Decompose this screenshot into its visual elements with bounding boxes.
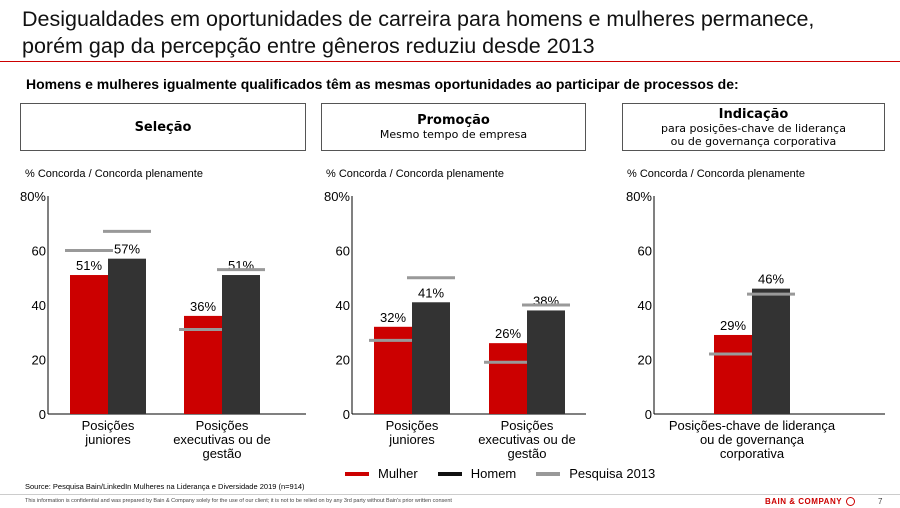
category-label-indicacao-0: ou de governança bbox=[700, 432, 805, 447]
y-tick-label-promocao: 80% bbox=[324, 189, 350, 204]
title-divider bbox=[0, 61, 900, 62]
bar-homem-indicacao-0 bbox=[752, 288, 790, 414]
footer-divider bbox=[0, 494, 900, 495]
y-tick-label-promocao: 40 bbox=[336, 298, 350, 313]
category-label-promocao-1: gestão bbox=[507, 446, 546, 461]
y-axis-label-promocao: % Concorda / Concorda plenamente bbox=[326, 168, 504, 180]
y-axis-label-selecao: % Concorda / Concorda plenamente bbox=[25, 168, 203, 180]
bar-homem-selecao-1 bbox=[222, 275, 260, 414]
data-label-homem-promocao-0: 41% bbox=[418, 285, 444, 300]
brand-mark-icon bbox=[846, 497, 856, 506]
y-tick-label-indicacao: 20 bbox=[638, 353, 652, 368]
category-label-indicacao-0: corporativa bbox=[720, 446, 785, 461]
category-label-selecao-1: executivas ou de bbox=[173, 432, 271, 447]
y-tick-label-promocao: 0 bbox=[343, 407, 350, 422]
y-tick-label-indicacao: 80% bbox=[626, 189, 652, 204]
title-line-1: Desigualdades em oportunidades de carrei… bbox=[22, 7, 815, 31]
panel-box-promocao: Promoção Mesmo tempo de empresa bbox=[321, 103, 586, 151]
data-label-mulher-promocao-1: 26% bbox=[495, 326, 521, 341]
bar-mulher-promocao-1 bbox=[489, 343, 527, 414]
data-label-homem-selecao-0: 57% bbox=[114, 242, 140, 257]
page-subtitle: Homens e mulheres igualmente qualificado… bbox=[26, 76, 739, 92]
category-label-promocao-1: Posições bbox=[501, 418, 554, 433]
data-label-mulher-promocao-0: 32% bbox=[380, 310, 406, 325]
y-tick-label-selecao: 40 bbox=[32, 298, 46, 313]
category-label-selecao-0: Posições bbox=[82, 418, 135, 433]
y-axis-label-indicacao: % Concorda / Concorda plenamente bbox=[627, 168, 805, 180]
brand-logo: BAIN & COMPANY bbox=[765, 497, 856, 506]
y-tick-label-promocao: 60 bbox=[336, 244, 350, 259]
category-label-selecao-0: juniores bbox=[84, 432, 131, 447]
panel-title-selecao: Seleção bbox=[134, 119, 192, 135]
source-note: Source: Pesquisa Bain/LinkedIn Mulheres … bbox=[25, 482, 305, 491]
panel-subtitle-promocao: Mesmo tempo de empresa bbox=[379, 128, 528, 141]
panel-subtitle-indicacao: para posições-chave de liderança ou de g… bbox=[661, 121, 846, 148]
bar-mulher-indicacao-0 bbox=[714, 334, 752, 414]
category-label-promocao-0: Posições bbox=[386, 418, 439, 433]
y-tick-label-indicacao: 0 bbox=[645, 407, 652, 422]
legend-swatch-homem bbox=[437, 471, 462, 476]
y-tick-label-selecao: 60 bbox=[32, 244, 46, 259]
brand-name: BAIN & COMPANY bbox=[765, 497, 843, 506]
panel-title-promocao: Promoção bbox=[417, 113, 490, 128]
panel-box-selecao: Seleção bbox=[20, 103, 306, 151]
y-tick-label-selecao: 20 bbox=[32, 353, 46, 368]
y-tick-label-promocao: 20 bbox=[336, 353, 350, 368]
y-tick-label-indicacao: 60 bbox=[638, 244, 652, 259]
category-label-promocao-1: executivas ou de bbox=[478, 432, 576, 447]
legend-label-mulher: Mulher bbox=[378, 466, 418, 481]
bar-mulher-selecao-0 bbox=[70, 275, 108, 414]
legend-item-pesquisa2013: Pesquisa 2013 bbox=[536, 466, 655, 481]
legend-label-pesquisa2013: Pesquisa 2013 bbox=[569, 466, 656, 481]
data-label-mulher-indicacao-0: 29% bbox=[720, 318, 746, 333]
confidentiality-note: This information is confidential and was… bbox=[25, 498, 452, 504]
bar-homem-promocao-1 bbox=[527, 310, 565, 414]
page-number: 7 bbox=[878, 497, 883, 506]
legend-item-mulher: Mulher bbox=[345, 466, 418, 481]
category-label-indicacao-0: Posições-chave de liderança bbox=[669, 418, 836, 433]
title-line-2: porém gap da percepção entre gêneros red… bbox=[22, 34, 595, 58]
page-title: Desigualdades em oportunidades de carrei… bbox=[22, 6, 814, 60]
y-tick-label-selecao: 0 bbox=[39, 407, 46, 422]
data-label-mulher-selecao-0: 51% bbox=[76, 258, 102, 273]
category-label-selecao-1: gestão bbox=[202, 446, 241, 461]
category-label-selecao-1: Posições bbox=[196, 418, 249, 433]
data-label-homem-indicacao-0: 46% bbox=[758, 272, 784, 287]
legend-item-homem: Homem bbox=[437, 466, 517, 481]
legend: Mulher Homem Pesquisa 2013 bbox=[345, 466, 675, 481]
bar-homem-promocao-0 bbox=[412, 302, 450, 414]
legend-swatch-pesquisa2013 bbox=[536, 471, 561, 476]
panel-title-indicacao: Indicação bbox=[718, 106, 789, 122]
category-label-promocao-0: juniores bbox=[388, 432, 435, 447]
bar-mulher-selecao-1 bbox=[184, 315, 222, 414]
panel-box-indicacao: Indicação para posições-chave de lideran… bbox=[622, 103, 885, 151]
data-label-mulher-selecao-1: 36% bbox=[190, 299, 216, 314]
bar-homem-selecao-0 bbox=[108, 258, 146, 414]
legend-label-homem: Homem bbox=[470, 466, 517, 481]
y-tick-label-selecao: 80% bbox=[20, 189, 46, 204]
y-tick-label-indicacao: 40 bbox=[638, 298, 652, 313]
legend-swatch-mulher bbox=[345, 471, 369, 476]
